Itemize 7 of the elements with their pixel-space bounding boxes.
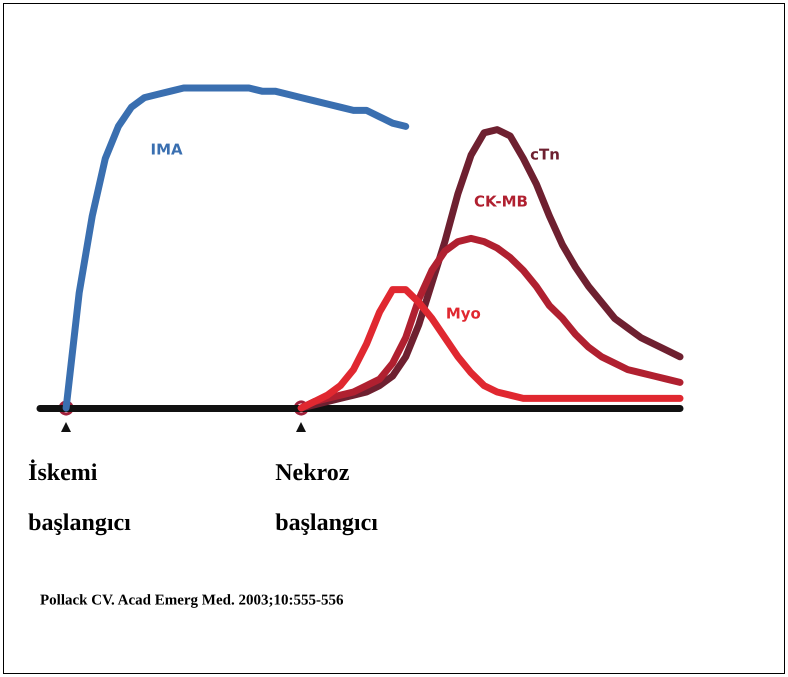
text: Pollack CV. Acad Emerg Med. 2003;10:555-556 bbox=[40, 592, 344, 608]
text: Nekroz başlangıcı bbox=[275, 460, 378, 536]
text: İskemi başlangıcı bbox=[28, 459, 132, 536]
text: IMA bbox=[150, 140, 183, 159]
series-label: CK-MB bbox=[474, 192, 528, 210]
series-label: Myo bbox=[446, 304, 481, 322]
series-label: cTn bbox=[530, 146, 560, 164]
